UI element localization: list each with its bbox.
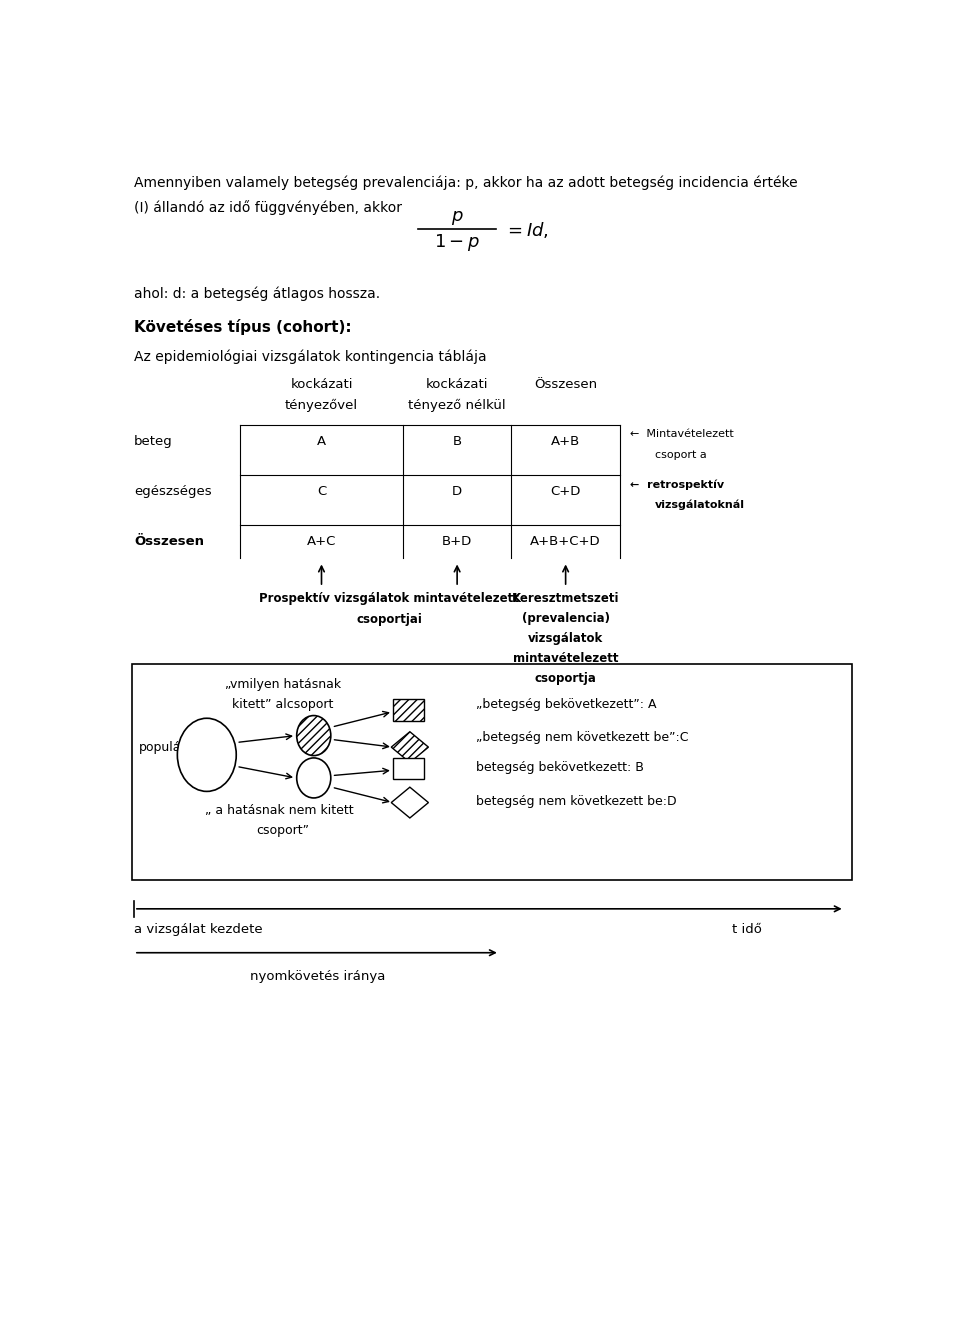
Text: (I) állandó az idő függvényében, akkor: (I) állandó az idő függvényében, akkor [134, 200, 402, 215]
Text: $= Id,$: $= Id,$ [504, 220, 548, 239]
Text: kitett” alcsoport: kitett” alcsoport [232, 698, 333, 710]
Text: csoport a: csoport a [655, 450, 707, 459]
Text: Prospektív vizsgálatok mintavételezett: Prospektív vizsgálatok mintavételezett [259, 591, 519, 604]
Text: $1-p$: $1-p$ [434, 232, 480, 252]
Text: B: B [452, 435, 462, 447]
Text: a vizsgálat kezdete: a vizsgálat kezdete [134, 923, 263, 936]
Text: A+C: A+C [307, 535, 336, 548]
Text: (prevalencia): (prevalencia) [521, 611, 610, 624]
Text: A+B: A+B [551, 435, 580, 447]
Text: vizsgálatoknál: vizsgálatoknál [655, 500, 745, 510]
Text: Keresztmetszeti: Keresztmetszeti [512, 591, 619, 604]
Text: C+D: C+D [550, 485, 581, 497]
Text: beteg: beteg [134, 435, 173, 447]
Text: kockázati: kockázati [426, 377, 489, 391]
Text: $p$: $p$ [451, 210, 464, 227]
Polygon shape [392, 732, 428, 763]
Text: tényezővel: tényezővel [285, 399, 358, 412]
Text: betegség nem következett be:D: betegség nem következett be:D [476, 795, 677, 807]
Bar [393, 700, 423, 721]
Text: csoportja: csoportja [535, 672, 596, 685]
Text: ahol: d: a betegség átlagos hossza.: ahol: d: a betegség átlagos hossza. [134, 286, 380, 301]
Text: A: A [317, 435, 326, 447]
Bar [393, 757, 423, 779]
Text: csoportjai: csoportjai [356, 614, 422, 626]
Text: egészséges: egészséges [134, 485, 211, 497]
Text: „vmilyen hatásnak: „vmilyen hatásnak [225, 678, 341, 690]
Text: ←  Mintavételezett: ← Mintavételezett [630, 430, 733, 439]
Text: „betegség nem következett be”:C: „betegség nem következett be”:C [476, 731, 689, 744]
Text: mintavételezett: mintavételezett [513, 651, 618, 665]
Text: ←  retrospektív: ← retrospektív [630, 479, 724, 490]
Text: „betegség bekövetkezett”: A: „betegség bekövetkezett”: A [476, 697, 657, 710]
Text: D: D [452, 485, 462, 497]
Text: kockázati: kockázati [290, 377, 352, 391]
Text: nyomkövetés iránya: nyomkövetés iránya [250, 970, 385, 983]
Text: csoport”: csoport” [256, 825, 309, 837]
Text: vizsgálatok: vizsgálatok [528, 631, 603, 645]
Ellipse shape [297, 757, 331, 798]
Text: populáció: populáció [139, 740, 200, 753]
Text: B+D: B+D [442, 535, 472, 548]
Text: betegség bekövetkezett: B: betegség bekövetkezett: B [476, 761, 644, 775]
Text: Összesen: Összesen [534, 377, 597, 391]
Text: tényező nélkül: tényező nélkül [408, 399, 506, 412]
Text: Összesen: Összesen [134, 535, 204, 548]
Ellipse shape [297, 716, 331, 756]
Bar [132, 663, 852, 880]
Text: „ a hatásnak nem kitett: „ a hatásnak nem kitett [204, 804, 353, 817]
Text: Követéses típus (cohort):: Követéses típus (cohort): [134, 320, 351, 334]
Text: Amennyiben valamely betegség prevalenciája: p, akkor ha az adott betegség incide: Amennyiben valamely betegség prevalenciá… [134, 175, 798, 189]
Polygon shape [392, 787, 428, 818]
Text: A+B+C+D: A+B+C+D [530, 535, 601, 548]
Text: t idő: t idő [732, 923, 762, 936]
Text: C: C [317, 485, 326, 497]
Text: Az epidemiológiai vizsgálatok kontingencia táblája: Az epidemiológiai vizsgálatok kontingenc… [134, 349, 487, 364]
Ellipse shape [178, 719, 236, 791]
